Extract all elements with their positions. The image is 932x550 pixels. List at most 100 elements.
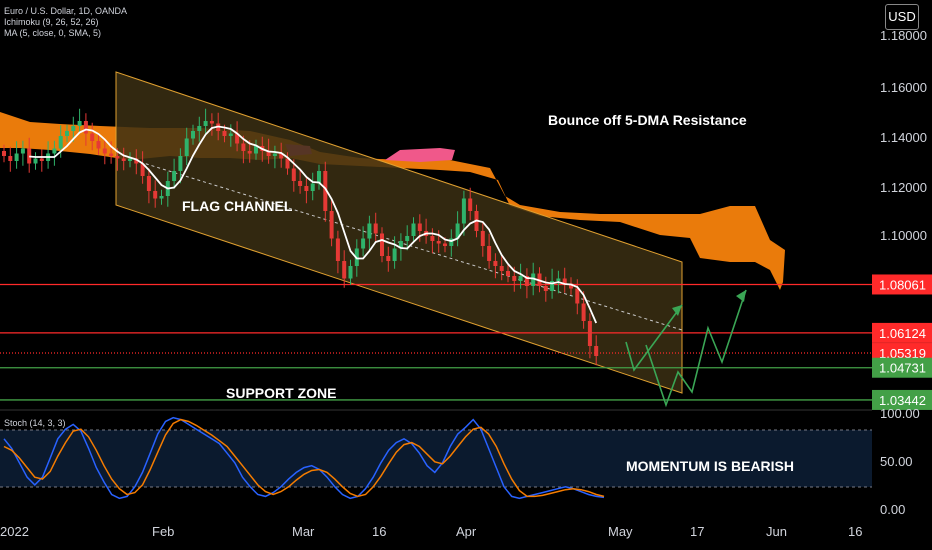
- candle-body-86: [543, 286, 548, 291]
- annotation-0: Bounce off 5-DMA Resistance: [548, 112, 747, 128]
- candle-body-73: [461, 198, 466, 224]
- price-box-label-4: 1.03442: [879, 393, 926, 408]
- candle-body-51: [323, 171, 328, 211]
- moving-average: [29, 125, 598, 324]
- stoch-tick-2: 0.00: [880, 502, 905, 517]
- candle-body-48: [304, 186, 309, 191]
- price-box-4: 1.03442: [872, 389, 932, 410]
- time-tick-4: Apr: [456, 524, 477, 539]
- ma-5-line: [29, 125, 598, 324]
- candle-body-82: [518, 276, 523, 281]
- candle-body-61: [386, 256, 391, 261]
- price-box-3: 1.04731: [872, 357, 932, 378]
- candle-body-68: [430, 236, 435, 241]
- stoch-k-line: [3, 416, 605, 500]
- projection-arrows: [625, 289, 747, 408]
- candle-body-57: [361, 238, 366, 249]
- symbol-line: Euro / U.S. Dollar, 1D, OANDA: [4, 6, 128, 16]
- candle-body-1: [8, 156, 13, 161]
- price-box-bg-4: [872, 389, 932, 410]
- candle-body-66: [417, 223, 422, 231]
- candle-body-0: [2, 151, 6, 156]
- candle-body-11: [71, 126, 76, 131]
- channel-midline: [139, 161, 683, 331]
- candle-body-87: [550, 281, 555, 291]
- stochastic-lines: [3, 416, 605, 500]
- time-axis: 2022 Feb Mar 16 Apr May 17 Jun 16: [0, 524, 862, 539]
- time-tick-8: 16: [848, 524, 862, 539]
- candle-body-39: [247, 151, 252, 154]
- price-box-0: 1.08061: [872, 274, 932, 295]
- candle-body-13: [83, 121, 88, 134]
- candle-body-4: [27, 148, 32, 164]
- candle-body-88: [556, 278, 561, 281]
- candle-body-70: [443, 243, 447, 246]
- candle-body-44: [279, 153, 284, 159]
- time-tick-3: 16: [372, 524, 386, 539]
- candle-body-3: [20, 148, 25, 154]
- candle-body-81: [512, 276, 517, 281]
- candle-body-93: [587, 321, 592, 346]
- candle-body-31: [197, 126, 202, 131]
- candle-body-52: [329, 211, 334, 239]
- candle-body-43: [272, 153, 277, 156]
- price-box-label-2: 1.05319: [879, 346, 926, 361]
- annotations: Bounce off 5-DMA Resistance FLAG CHANNEL S…: [182, 112, 794, 474]
- price-tick-1: 1.16000: [880, 80, 927, 95]
- candle-body-33: [209, 121, 214, 124]
- cloud-bullish-2: [385, 148, 455, 162]
- candle-body-76: [480, 231, 485, 246]
- ichimoku-legend: Ichimoku (9, 26, 52, 26): [4, 17, 99, 27]
- candle-body-5: [33, 158, 38, 164]
- projection-arrow-2: [645, 289, 747, 408]
- candle-body-71: [449, 238, 454, 246]
- candle-body-18: [115, 156, 120, 159]
- candle-body-60: [380, 233, 384, 256]
- price-tick-4: 1.10000: [880, 228, 927, 243]
- candle-body-9: [58, 136, 63, 149]
- candle-body-83: [524, 276, 529, 286]
- candle-body-91: [575, 288, 580, 304]
- stoch-tick-0: 100.00: [880, 406, 920, 421]
- candle-body-58: [367, 223, 372, 239]
- candle-body-20: [128, 158, 132, 161]
- candle-body-17: [109, 153, 114, 156]
- annotation-1: FLAG CHANNEL: [182, 198, 293, 214]
- candle-body-89: [562, 278, 567, 284]
- candle-body-22: [140, 163, 145, 176]
- stoch-pane-background: [0, 409, 872, 488]
- candle-body-12: [77, 121, 82, 126]
- time-tick-6: 17: [690, 524, 704, 539]
- stoch-band-fill: [0, 430, 872, 487]
- candle-body-72: [455, 223, 460, 239]
- candle-body-23: [146, 176, 151, 191]
- candle-body-32: [203, 121, 208, 126]
- time-tick-1: Feb: [152, 524, 174, 539]
- annotation-2: SUPPORT ZONE: [226, 385, 336, 401]
- price-tick-0: 1.18000: [880, 28, 927, 43]
- candle-body-64: [405, 236, 410, 241]
- candle-body-30: [191, 131, 195, 139]
- price-box-bg-0: [872, 274, 932, 295]
- candle-body-21: [134, 158, 139, 164]
- projection-arrow-1: [625, 304, 683, 372]
- candle-body-59: [373, 223, 378, 234]
- candle-body-45: [285, 158, 290, 169]
- price-box-1: 1.06124: [872, 322, 932, 343]
- candle-body-84: [531, 273, 536, 286]
- candle-body-69: [436, 241, 441, 244]
- stoch-tick-1: 50.00: [880, 454, 913, 469]
- candle-body-79: [499, 266, 504, 271]
- candle-body-37: [235, 133, 240, 144]
- candle-body-35: [222, 131, 227, 136]
- time-tick-7: Jun: [766, 524, 787, 539]
- projection-arrow-2-head: [736, 290, 746, 302]
- candle-body-15: [96, 141, 101, 149]
- time-tick-5: May: [608, 524, 633, 539]
- candle-body-10: [65, 131, 69, 136]
- currency-button[interactable]: USD: [885, 4, 919, 30]
- candle-body-42: [266, 151, 271, 156]
- candle-body-50: [317, 171, 321, 184]
- stoch-legend: Stoch (14, 3, 3): [4, 418, 66, 428]
